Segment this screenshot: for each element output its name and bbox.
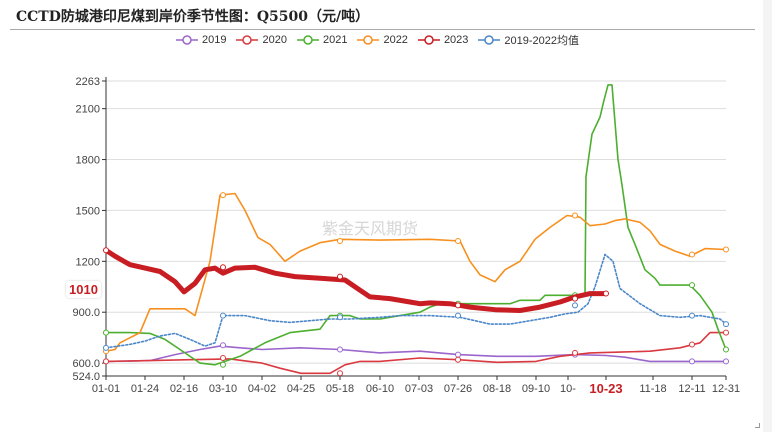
x-tick-label: 10- (560, 383, 576, 395)
legend-label: 2023 (443, 34, 469, 46)
data-point[interactable] (220, 192, 226, 199)
data-point[interactable] (723, 346, 729, 353)
data-point[interactable] (337, 314, 343, 321)
data-point[interactable] (689, 341, 695, 348)
data-point[interactable] (103, 358, 109, 365)
scroll-gutter (763, 0, 772, 432)
legend-item-avg[interactable]: 2019-2022均值 (478, 32, 579, 48)
data-point[interactable] (103, 344, 109, 351)
legend-line-circle-icon (236, 35, 259, 45)
data-point[interactable] (337, 346, 343, 353)
data-point[interactable] (572, 302, 578, 309)
legend-line-circle-icon (417, 35, 440, 45)
data-point[interactable] (220, 355, 226, 362)
x-tick-label: 02-16 (170, 383, 198, 395)
x-tick-label: 03-10 (209, 383, 237, 395)
resize-handle[interactable] (755, 423, 760, 428)
legend-line-circle-icon (357, 35, 380, 45)
data-point[interactable] (103, 247, 109, 254)
data-point[interactable] (220, 361, 226, 368)
latest-value-badge: 1010 (66, 281, 101, 298)
legend-label: 2021 (322, 34, 348, 46)
legend-label: 2020 (262, 34, 287, 46)
legend-item-2020[interactable]: 2020 (236, 34, 287, 46)
x-tick-label: 07-03 (405, 383, 433, 395)
data-point[interactable] (689, 282, 695, 289)
x-tick-label: 06-10 (366, 383, 394, 395)
x-tick-label: 09-10 (522, 383, 550, 395)
legend-line-circle-icon (176, 35, 198, 45)
data-point[interactable] (337, 370, 343, 377)
data-point[interactable] (220, 312, 226, 319)
legend-label: 2019-2022均值 (504, 35, 580, 47)
data-point[interactable] (723, 321, 729, 328)
data-point[interactable] (723, 358, 729, 365)
x-tick-label: 01-01 (92, 383, 120, 395)
series-average[interactable] (105, 253, 727, 349)
data-point[interactable] (689, 358, 695, 365)
data-point[interactable] (689, 312, 695, 319)
x-tick-label: 12-31 (712, 383, 740, 395)
y-tick-label: 1200 (76, 256, 100, 268)
data-point[interactable] (220, 342, 226, 349)
data-point[interactable] (723, 246, 729, 253)
data-point[interactable] (689, 251, 695, 258)
y-tick-label: 2263 (76, 76, 100, 88)
current-date-label: 10-23 (589, 381, 622, 396)
data-point[interactable] (455, 312, 461, 319)
series-2021[interactable] (105, 84, 727, 366)
legend-line-circle-icon (296, 35, 319, 45)
x-tick-label: 08-18 (483, 383, 511, 395)
data-point[interactable] (723, 329, 729, 336)
data-point[interactable] (337, 273, 343, 280)
y-tick-label: 900.0 (72, 307, 100, 319)
series-2022[interactable] (105, 192, 727, 352)
data-point[interactable] (103, 329, 109, 336)
legend-item-2019[interactable]: 2019 (176, 34, 226, 46)
data-point[interactable] (455, 351, 461, 358)
x-tick-label: 04-02 (248, 383, 276, 395)
legend-item-2022[interactable]: 2022 (357, 34, 408, 46)
data-point[interactable] (572, 349, 578, 356)
data-point[interactable] (337, 237, 343, 244)
data-point[interactable] (220, 264, 226, 271)
y-tick-label: 600.0 (72, 358, 100, 370)
title-divider (10, 29, 755, 30)
data-point[interactable] (455, 356, 461, 363)
series-2020[interactable] (105, 331, 727, 375)
y-tick-label: 524.0 (72, 371, 100, 383)
chart-title: CCTD防城港印尼煤到岸价季节性图：Q5500（元/吨） (16, 9, 370, 25)
legend: 2019 2020 2021 2022 2023 2019-2022均值 (176, 32, 579, 48)
x-tick-label: 04-25 (287, 383, 315, 395)
legend-label: 2022 (383, 34, 408, 46)
x-tick-label: 01-24 (131, 383, 159, 395)
legend-line-circle-icon (478, 35, 501, 45)
legend-item-2023[interactable]: 2023 (417, 34, 469, 46)
data-point[interactable] (455, 302, 461, 309)
x-tick-label: 05-18 (326, 383, 354, 395)
data-point[interactable] (603, 290, 609, 297)
legend-label: 2019 (202, 34, 227, 46)
data-point[interactable] (572, 212, 578, 219)
series-2019[interactable] (105, 345, 727, 363)
data-point[interactable] (572, 295, 578, 302)
x-tick-label: 12-11 (678, 383, 705, 395)
y-tick-label: 1800 (76, 155, 100, 167)
series-2023[interactable] (103, 247, 609, 313)
legend-item-2021[interactable]: 2021 (296, 34, 348, 46)
x-tick-label: 07-26 (444, 383, 472, 395)
y-tick-label: 1500 (76, 205, 100, 217)
y-tick-label: 2100 (76, 104, 100, 116)
data-point[interactable] (455, 237, 461, 244)
watermark: 紫金天风期货 (322, 220, 418, 238)
x-tick-label: 11-18 (639, 383, 666, 395)
